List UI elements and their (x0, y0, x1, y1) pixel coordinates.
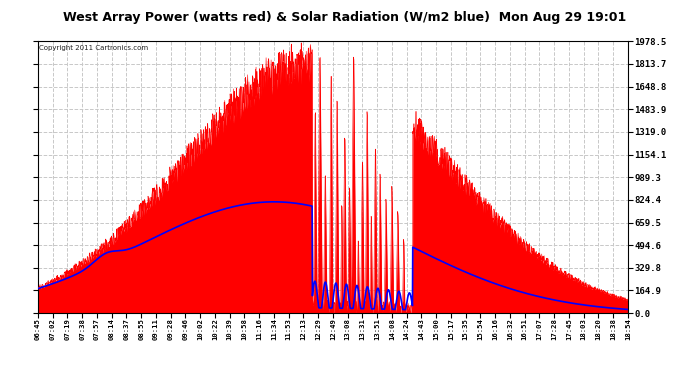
Text: West Array Power (watts red) & Solar Radiation (W/m2 blue)  Mon Aug 29 19:01: West Array Power (watts red) & Solar Rad… (63, 11, 627, 24)
Text: Copyright 2011 Cartronics.com: Copyright 2011 Cartronics.com (39, 45, 148, 51)
